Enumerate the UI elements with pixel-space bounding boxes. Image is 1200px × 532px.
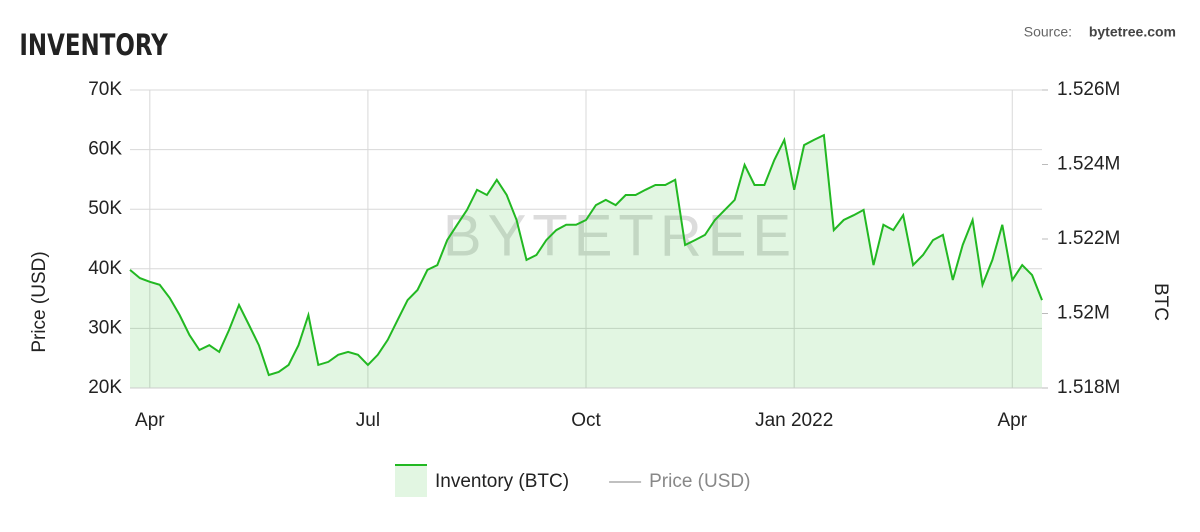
y2-tick-label: 1.524M — [1057, 154, 1120, 175]
y-tick-label: 60K — [88, 139, 122, 160]
plot-layer — [129, 89, 1043, 389]
y-tick-label: 50K — [88, 198, 122, 219]
x-tick-label: Apr — [135, 410, 165, 431]
y-tick-label: 20K — [88, 377, 122, 398]
legend-label: Inventory (BTC) — [435, 471, 569, 492]
legend-swatch — [395, 465, 427, 497]
y2-tick-label: 1.526M — [1057, 79, 1120, 100]
legend-label: Price (USD) — [649, 471, 750, 492]
x-tick-label: Apr — [997, 410, 1027, 431]
source-name: bytetree.com — [1089, 24, 1176, 40]
y-tick-label: 30K — [88, 317, 122, 338]
y2-tick-label: 1.52M — [1057, 303, 1110, 324]
x-tick-label: Jul — [356, 410, 380, 431]
y2-tick-label: 1.522M — [1057, 228, 1120, 249]
y2-axis-label: BTC — [1150, 283, 1171, 321]
x-tick-label: Oct — [571, 410, 601, 431]
y2-tick-label: 1.518M — [1057, 377, 1120, 398]
chart-title: INVENTORY — [19, 29, 169, 62]
source-label: Source: — [1024, 24, 1072, 40]
watermark: BYTETREE — [443, 203, 797, 268]
line — [129, 133, 1043, 377]
x-tick-label: Jan 2022 — [755, 410, 833, 431]
y-tick-label: 40K — [88, 258, 122, 279]
area — [130, 135, 1042, 388]
y-tick-label: 70K — [88, 79, 122, 100]
y-axis-label: Price (USD) — [29, 251, 50, 352]
